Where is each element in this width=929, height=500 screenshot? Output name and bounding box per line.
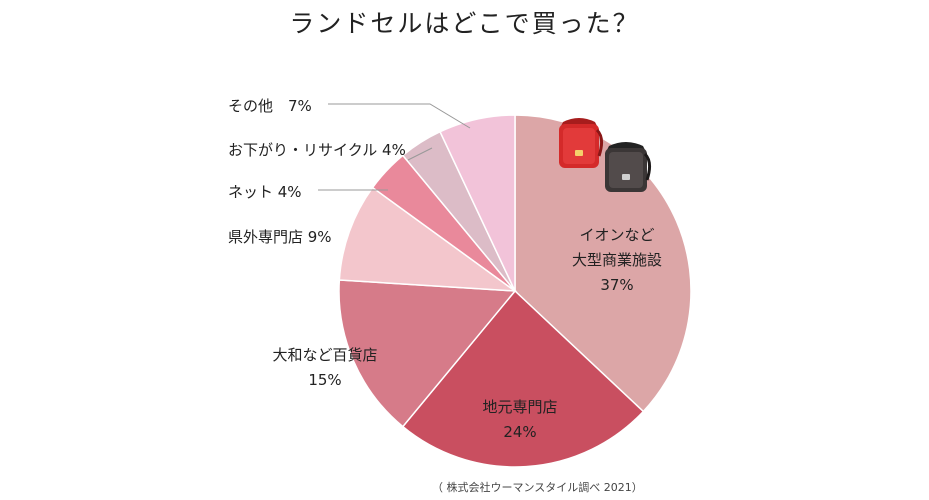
slice-label-dept-line1: 大和など百貨店: [272, 346, 378, 364]
slice-label-aeon: イオンなど 大型商業施設 37%: [552, 223, 682, 298]
slice-label-aeon-pct: 37%: [600, 276, 634, 294]
source-note: （ 株式会社ウーマンスタイル調べ 2021）: [432, 481, 643, 494]
slice-label-outside: 県外専門店 9%: [228, 228, 332, 246]
slice-label-other: その他 7%: [228, 97, 312, 115]
slice-label-aeon-line2: 大型商業施設: [571, 251, 662, 269]
slice-label-local: 地元専門店 24%: [465, 395, 575, 445]
red-randoseru-icon: [559, 118, 604, 168]
leader-line-used: [407, 147, 433, 161]
pie-slice-6: [439, 114, 516, 292]
slice-label-used: お下がり・リサイクル 4%: [228, 141, 406, 159]
leader-line-other: [328, 103, 471, 129]
leader-lines: [318, 103, 471, 191]
slice-label-net: ネット 4%: [228, 183, 302, 201]
pie-slice-2: [338, 279, 517, 428]
slice-label-dept-pct: 15%: [308, 371, 342, 389]
black-randoseru-icon: [605, 142, 652, 192]
slice-label-dept: 大和など百貨店 15%: [250, 343, 400, 393]
slice-label-aeon-line1: イオンなど: [579, 226, 655, 244]
slice-label-local-pct: 24%: [503, 423, 537, 441]
pie-slices: [338, 114, 692, 468]
pie-slice-1: [401, 289, 645, 468]
chart-title: ランドセルはどこで買った？: [289, 9, 640, 38]
slice-label-local-line1: 地元専門店: [482, 398, 558, 416]
